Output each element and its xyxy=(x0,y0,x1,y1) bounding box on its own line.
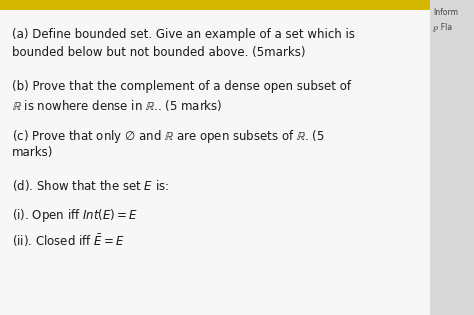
Text: (a) Define bounded set. Give an example of a set which is: (a) Define bounded set. Give an example … xyxy=(12,28,355,41)
Text: (d). Show that the set $E$ is:: (d). Show that the set $E$ is: xyxy=(12,178,169,193)
Text: ℘ Fla: ℘ Fla xyxy=(433,22,452,31)
Text: (ii). Closed iff $\bar{E} = E$: (ii). Closed iff $\bar{E} = E$ xyxy=(12,233,125,249)
Bar xyxy=(0,0,430,10)
Text: $\mathbb{R}$ is nowhere dense in $\mathbb{R}$.. (5 marks): $\mathbb{R}$ is nowhere dense in $\mathb… xyxy=(12,98,222,113)
Text: (i). Open iff $\mathit{Int}(E) = E$: (i). Open iff $\mathit{Int}(E) = E$ xyxy=(12,207,138,224)
Text: Inform: Inform xyxy=(433,8,458,17)
Text: (b) Prove that the complement of a dense open subset of: (b) Prove that the complement of a dense… xyxy=(12,80,351,93)
Text: (c) Prove that only $\emptyset$ and $\mathbb{R}$ are open subsets of $\mathbb{R}: (c) Prove that only $\emptyset$ and $\ma… xyxy=(12,128,325,145)
Text: marks): marks) xyxy=(12,146,54,159)
Text: bounded below but not bounded above. (5marks): bounded below but not bounded above. (5m… xyxy=(12,46,306,59)
Bar xyxy=(430,0,474,315)
